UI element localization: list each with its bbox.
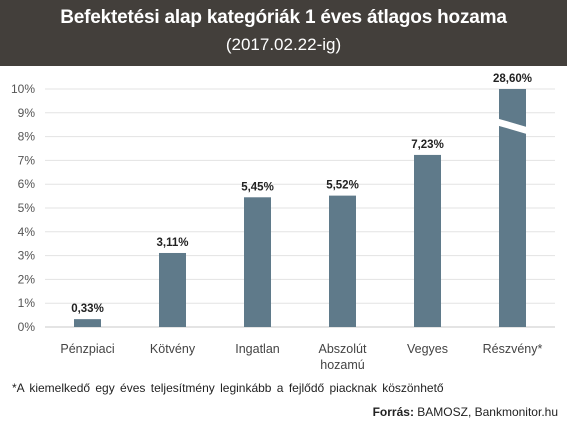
bar	[329, 195, 356, 327]
category-label: Pénzpiaci	[60, 342, 114, 356]
data-label: 7,23%	[411, 139, 444, 151]
y-tick-label: 9%	[18, 106, 36, 120]
bar	[159, 252, 186, 327]
y-tick-label: 0%	[18, 320, 36, 334]
source-text: BAMOSZ, Bankmonitor.hu	[413, 405, 558, 419]
data-label: 3,11%	[157, 237, 189, 249]
y-tick-label: 5%	[18, 201, 36, 215]
bar	[244, 197, 271, 327]
source-line: Forrás: BAMOSZ, Bankmonitor.hu	[373, 405, 558, 419]
y-tick-label: 10%	[11, 82, 35, 96]
bar	[414, 154, 441, 327]
y-tick-label: 8%	[18, 130, 36, 144]
y-tick-label: 7%	[18, 153, 36, 167]
data-label: 5,45%	[241, 181, 274, 193]
y-tick-label: 3%	[18, 249, 36, 263]
bar	[74, 319, 101, 327]
footnote: *A kiemelkedő egy éves teljesítmény legi…	[12, 381, 444, 395]
category-label: Részvény*	[483, 342, 543, 356]
category-label: Ingatlan	[235, 342, 280, 356]
category-label: Abszolút	[319, 342, 367, 356]
chart-title: Befektetési alap kategóriák 1 éves átlag…	[60, 7, 507, 28]
chart-subtitle: (2017.02.22-ig)	[225, 35, 342, 54]
y-tick-label: 6%	[18, 177, 36, 191]
source-label: Forrás:	[372, 405, 414, 419]
category-label: Kötvény	[150, 342, 196, 356]
data-label: 28,60%	[493, 73, 532, 85]
axis-break-mark	[497, 118, 528, 135]
y-tick-label: 2%	[18, 272, 36, 286]
bar-chart: 0% 1% 2% 3% 4% 5% 6% 7% 8% 9% 10% 0,33% Pénzpiaci 3,1…	[11, 73, 555, 372]
category-label: hozamú	[320, 358, 365, 372]
y-tick-label: 1%	[18, 296, 36, 310]
data-label: 5,52%	[326, 180, 359, 192]
category-label: Vegyes	[407, 342, 448, 356]
data-label: 0,33%	[71, 303, 104, 315]
chart-header: Befektetési alap kategóriák 1 éves átlag…	[0, 0, 567, 66]
y-tick-label: 4%	[18, 225, 36, 239]
